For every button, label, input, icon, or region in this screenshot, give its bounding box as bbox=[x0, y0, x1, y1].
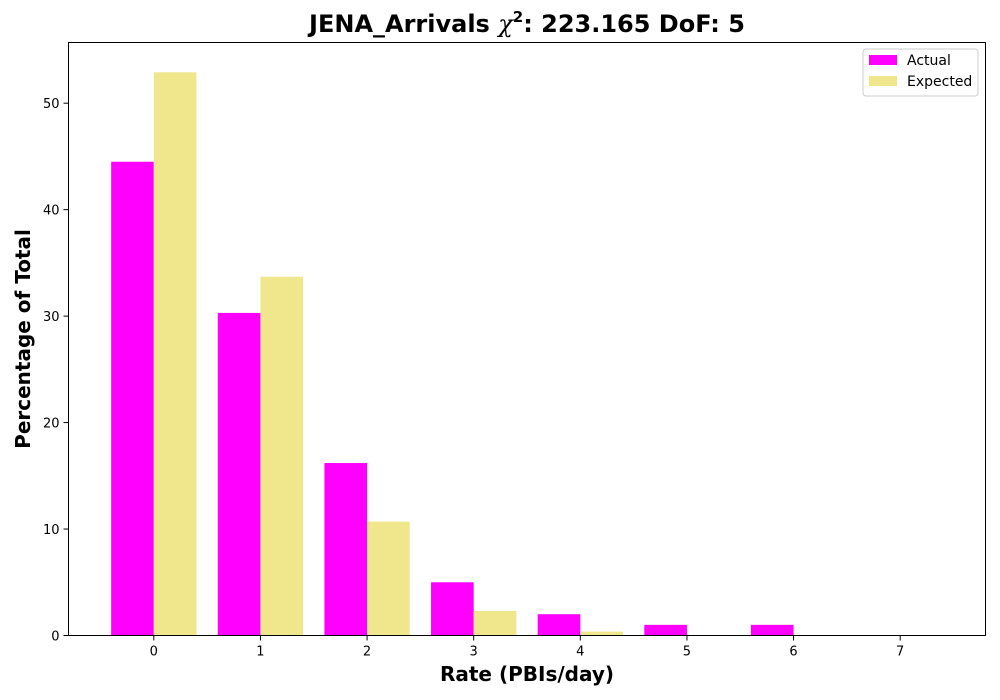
y-tick-label-50: 50 bbox=[43, 97, 60, 112]
bar-actual-2 bbox=[324, 463, 368, 636]
bar-expected-4 bbox=[580, 631, 623, 636]
bar-actual-0 bbox=[111, 161, 154, 636]
legend: Actual Expected bbox=[862, 48, 979, 97]
chart-title: JENA_Arrivals χ2: 223.165 DoF: 5 bbox=[307, 8, 745, 38]
x-tick-label-6: 6 bbox=[789, 645, 797, 660]
chart-title-prefix: JENA_Arrivals bbox=[307, 10, 498, 38]
x-tick-label-7: 7 bbox=[896, 645, 904, 660]
bar-expected-0 bbox=[153, 72, 197, 636]
y-tick-label-30: 30 bbox=[43, 310, 60, 325]
bar-actual-5 bbox=[644, 624, 687, 636]
x-tick-label-1: 1 bbox=[256, 645, 264, 660]
x-tick-label-0: 0 bbox=[150, 645, 158, 660]
y-axis-label: Percentage of Total bbox=[11, 229, 35, 449]
bar-actual-6 bbox=[750, 624, 794, 636]
legend-swatch-expected bbox=[869, 76, 897, 86]
legend-label-actual: Actual bbox=[907, 53, 951, 69]
y-tick-label-40: 40 bbox=[43, 204, 60, 219]
bar-expected-1 bbox=[260, 276, 304, 636]
bar-expected-3 bbox=[473, 611, 517, 636]
y-tick-label-0: 0 bbox=[51, 630, 59, 645]
x-tick-label-2: 2 bbox=[363, 645, 371, 660]
bar-actual-1 bbox=[217, 312, 261, 636]
legend-label-expected: Expected bbox=[907, 74, 972, 90]
x-axis: 0 1 2 3 4 5 6 7 bbox=[150, 635, 904, 660]
chart-title-superscript: 2 bbox=[513, 8, 523, 26]
bar-actual-3 bbox=[431, 582, 474, 636]
y-tick-label-20: 20 bbox=[43, 417, 60, 432]
legend-swatch-actual bbox=[869, 55, 897, 65]
chart-title-chi: χ bbox=[496, 10, 514, 38]
y-tick-label-10: 10 bbox=[43, 523, 60, 538]
bar-actual-4 bbox=[537, 614, 581, 636]
chart-title-suffix: : 223.165 DoF: 5 bbox=[523, 10, 745, 38]
x-tick-label-5: 5 bbox=[683, 645, 691, 660]
y-axis: 0 10 20 30 40 50 bbox=[43, 97, 69, 645]
x-tick-label-3: 3 bbox=[470, 645, 478, 660]
bars-group bbox=[111, 72, 794, 636]
x-axis-label: Rate (PBIs/day) bbox=[440, 662, 614, 686]
x-tick-label-4: 4 bbox=[576, 645, 584, 660]
plot-frame bbox=[68, 42, 986, 636]
bar-expected-2 bbox=[367, 521, 410, 636]
